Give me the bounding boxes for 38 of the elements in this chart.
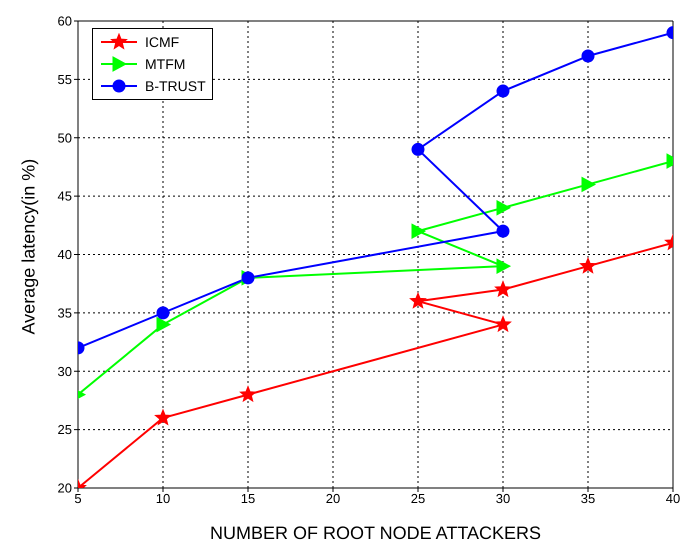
point	[410, 292, 426, 308]
point	[156, 306, 170, 320]
point	[240, 386, 256, 402]
point	[412, 224, 426, 239]
point	[582, 50, 594, 63]
point	[496, 224, 510, 238]
x-tick-label: 30	[496, 491, 510, 506]
x-tick-label: 20	[326, 491, 340, 506]
legend-label: B-TRUST	[145, 78, 206, 94]
point	[496, 258, 510, 274]
legend-label: ICMF	[145, 34, 180, 50]
point	[496, 84, 510, 98]
x-tick-label: 15	[240, 491, 256, 506]
point	[580, 258, 596, 274]
y-tick-label: 50	[58, 130, 72, 146]
x-tick-label: 35	[580, 491, 596, 506]
point	[154, 409, 172, 425]
point	[412, 142, 424, 156]
y-axis-title: Average latency(in %)	[18, 158, 38, 334]
y-tick-label: 40	[58, 247, 72, 262]
legend-label: MTFM	[145, 56, 186, 72]
y-tick-label: 60	[58, 14, 72, 29]
point	[494, 281, 512, 296]
y-tick-label: 35	[58, 305, 72, 320]
x-axis-title: NUMBER OF ROOT NODE ATTACKERS	[210, 522, 542, 543]
y-tick-label: 45	[58, 188, 72, 204]
point	[496, 200, 510, 216]
y-tick-label: 20	[58, 480, 72, 496]
x-tick-label: 10	[156, 491, 170, 506]
x-tick-label: 5	[74, 491, 82, 506]
x-tick-label: 40	[666, 491, 680, 506]
point	[156, 317, 170, 332]
y-tick-label: 25	[58, 422, 72, 438]
x-tick-label: 25	[410, 491, 426, 506]
y-tick-label: 30	[58, 364, 72, 379]
y-tick-label: 55	[58, 72, 72, 87]
point	[582, 176, 596, 192]
point	[494, 316, 512, 332]
